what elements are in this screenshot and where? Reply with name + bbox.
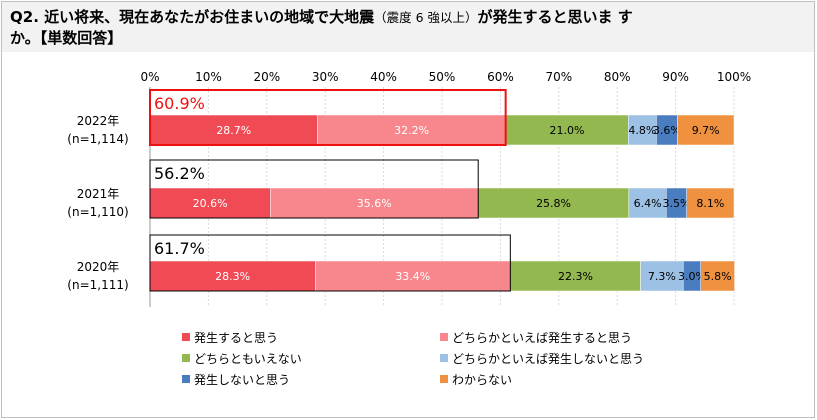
bar-segment (677, 114, 735, 146)
bar-segment (510, 260, 641, 292)
category-label-n: (n=1,110) (67, 205, 128, 219)
bar-segment (686, 187, 735, 219)
legend-swatch (440, 354, 448, 362)
title-paren: （震度 6 強以上） (374, 10, 478, 25)
x-tick-label: 10% (195, 70, 222, 84)
x-tick-label: 90% (662, 70, 689, 84)
bar-segment (317, 114, 506, 146)
x-tick-label: 30% (312, 70, 339, 84)
category-label-year: 2021年 (77, 187, 120, 201)
data-label: 33.4% (395, 270, 430, 283)
x-tick-label: 0% (140, 70, 159, 84)
bar-segment (700, 260, 735, 292)
legend-item: どちらかといえば発生しないと思う (440, 351, 644, 367)
question-title-line1: Q2. 近い将来、現在あなたがお住まいの地域で大地震（震度 6 強以上）が発生す… (10, 7, 806, 28)
question-header: Q2. 近い将来、現在あなたがお住まいの地域で大地震（震度 6 強以上）が発生す… (2, 2, 814, 52)
legend-item: わからない (440, 372, 512, 388)
data-label: 22.3% (558, 270, 593, 283)
data-label: 28.3% (215, 270, 250, 283)
legend-swatch (182, 354, 190, 362)
data-label: 21.0% (549, 124, 584, 137)
bar-segment (628, 114, 657, 146)
x-tick-label: 60% (487, 70, 514, 84)
legend-label: 発生すると思う (194, 331, 279, 345)
legend-item: 発生すると思う (182, 330, 278, 346)
bar-segment (477, 187, 630, 219)
data-label: 3.6% (653, 124, 681, 137)
x-tick-label: 20% (253, 70, 280, 84)
data-label: 35.6% (357, 197, 392, 210)
total-label: 60.9% (154, 94, 205, 113)
total-box (149, 159, 479, 219)
bar-segment (628, 187, 667, 219)
legend-label: 発生しないと思う (194, 373, 291, 387)
bar-segment (270, 187, 479, 219)
data-label: 9.7% (692, 124, 720, 137)
bar-segment (315, 260, 511, 292)
legend-swatch (440, 375, 448, 383)
bar-segment (640, 260, 684, 292)
legend-label: どちらかといえば発生すると思う (452, 331, 633, 345)
data-label: 6.4% (634, 197, 662, 210)
legend-swatch (182, 333, 190, 341)
legend-item: 発生しないと思う (182, 372, 290, 388)
category-label-year: 2020年 (77, 260, 120, 274)
title-main: Q2. 近い将来、現在あなたがお住まいの地域で大地震 (10, 8, 375, 26)
legend-swatch (440, 333, 448, 341)
bar-segment (149, 260, 316, 292)
x-tick-label: 50% (429, 70, 456, 84)
x-tick-label: 40% (370, 70, 397, 84)
legend-item: どちらかといえば発生すると思う (440, 330, 632, 346)
category-label-n: (n=1,114) (67, 132, 128, 146)
legend-label: どちらかといえば発生しないと思う (452, 352, 645, 366)
data-label: 7.3% (648, 270, 676, 283)
total-label: 61.7% (154, 239, 205, 258)
data-label: 3.5% (662, 197, 690, 210)
data-label: 28.7% (216, 124, 251, 137)
category-label-n: (n=1,111) (67, 278, 128, 292)
category-label-year: 2022年 (77, 114, 120, 128)
data-label: 4.8% (628, 124, 656, 137)
legend-label: わからない (452, 373, 513, 387)
total-box (149, 89, 507, 146)
data-label: 20.6% (193, 197, 228, 210)
x-tick-label: 70% (545, 70, 572, 84)
data-label: 5.8% (704, 270, 732, 283)
total-box (149, 234, 511, 292)
data-label: 25.8% (536, 197, 571, 210)
data-label: 8.1% (696, 197, 724, 210)
legend-swatch (182, 375, 190, 383)
title-end: が発生すると思いま す (477, 8, 633, 26)
legend-label: どちらともいえない (194, 352, 302, 366)
x-tick-label: 80% (604, 70, 631, 84)
data-label: 32.2% (394, 124, 429, 137)
question-title-line2: か。【単数回答】 (10, 29, 123, 47)
total-label: 56.2% (154, 164, 205, 183)
legend-item: どちらともいえない (182, 351, 302, 367)
data-label: 3.0% (678, 270, 706, 283)
x-tick-label: 100% (717, 70, 751, 84)
